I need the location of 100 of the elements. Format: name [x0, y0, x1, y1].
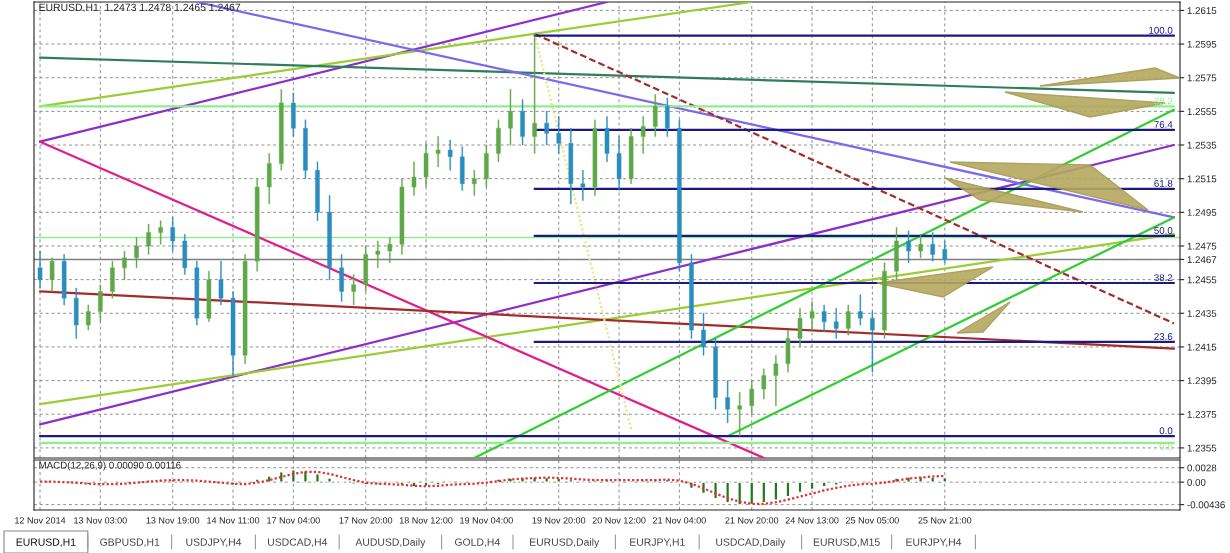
x-tick-label: 18 Nov 12:00 — [399, 517, 453, 524]
candlestick — [821, 304, 827, 333]
y-tick-label: 1.2495 — [1187, 209, 1217, 216]
candlestick — [665, 97, 670, 137]
candlestick — [496, 119, 501, 163]
text: EURJPY,H1 — [630, 538, 685, 548]
x-tick-label: 13 Nov 03:00 — [74, 517, 127, 524]
y-tick-label: 1.2467 — [1187, 256, 1217, 264]
x-tick-label: 25 Nov 05:00 — [845, 517, 899, 524]
text: EURJPY,H4 — [906, 538, 962, 548]
chart-title: MACD(12,26,9) 0.00090 0.00116 — [39, 461, 181, 471]
candlestick — [158, 220, 163, 245]
y-tick-label: 0.0028 — [1187, 464, 1217, 472]
series-label: 76.4 — [1154, 121, 1173, 128]
candlestick — [61, 254, 67, 306]
candlestick — [266, 153, 272, 205]
candlestick — [556, 116, 562, 154]
candlestick — [459, 146, 465, 191]
candlestick — [86, 304, 91, 331]
candlestick — [218, 260, 224, 306]
candlestick — [49, 257, 55, 292]
series-label: 23.6 — [1154, 333, 1173, 340]
candlestick — [472, 170, 477, 196]
candlestick — [580, 170, 586, 201]
candlestick — [628, 127, 634, 184]
bar — [314, 473, 320, 483]
candlestick — [544, 111, 549, 146]
candlestick — [797, 308, 803, 348]
y-tick-label: 1.2375 — [1187, 410, 1217, 418]
candlestick — [98, 284, 103, 322]
bar — [351, 481, 357, 485]
candlestick — [484, 144, 489, 188]
candlestick — [689, 254, 694, 339]
text: EURUSD,M15 — [813, 538, 880, 548]
text: USDJPY,H4 — [186, 538, 242, 548]
candlestick — [170, 217, 175, 252]
text: AUDUSD,Daily — [355, 538, 426, 548]
candlestick — [73, 287, 79, 339]
candlestick — [363, 245, 368, 292]
candlestick — [411, 161, 417, 196]
y-tick-label: 1.2455 — [1187, 276, 1217, 284]
candlestick — [785, 329, 791, 373]
candlestick — [508, 89, 513, 146]
candlestick — [146, 223, 151, 255]
bar — [737, 481, 743, 506]
candlestick — [520, 99, 525, 146]
y-tick-label: 1.2555 — [1187, 108, 1217, 115]
series-label: 50.0 — [1154, 227, 1173, 234]
candlestick — [134, 237, 139, 269]
candlestick — [447, 139, 453, 171]
candlestick — [930, 232, 935, 262]
candlestick — [713, 338, 718, 410]
candlestick — [339, 254, 344, 302]
candlestick — [242, 254, 248, 364]
candlestick — [809, 301, 815, 331]
y-tick-label: 1.2515 — [1187, 175, 1217, 183]
bar — [435, 481, 441, 486]
x-tick-label: 20 Nov 12:00 — [592, 517, 646, 524]
candlestick — [182, 234, 188, 275]
bar — [327, 477, 333, 483]
bar — [942, 476, 948, 483]
candlestick — [279, 89, 284, 171]
y-tick-label: 1.2535 — [1187, 141, 1217, 149]
candlestick — [435, 136, 441, 168]
candlestick — [568, 127, 574, 205]
y-tick-label: 1.2435 — [1187, 310, 1217, 317]
bar — [568, 478, 574, 483]
candlestick — [206, 271, 212, 322]
x-tick-label: 19 Nov 04:00 — [460, 517, 513, 524]
candlestick — [616, 136, 622, 191]
candlestick — [230, 291, 236, 376]
bar — [761, 481, 767, 504]
x-tick-label: 21 Nov 04:00 — [652, 517, 706, 524]
candlestick — [291, 92, 296, 137]
candlestick — [254, 178, 260, 272]
candlestick — [846, 304, 851, 336]
bar — [930, 476, 936, 483]
candlestick — [122, 250, 127, 280]
candlestick — [894, 227, 899, 280]
bar — [833, 481, 839, 486]
candlestick — [652, 94, 658, 137]
candlestick — [110, 260, 115, 299]
x-tick-label: 17 Nov 20:00 — [339, 517, 393, 524]
bar — [592, 479, 598, 483]
candlestick — [870, 311, 875, 373]
x-tick-label: 13 Nov 19:00 — [146, 517, 200, 524]
candlestick — [833, 308, 839, 339]
y-tick-label: 1.2615 — [1187, 7, 1217, 15]
x-tick-label: 25 Nov 21:00 — [918, 517, 972, 524]
candlestick — [882, 262, 887, 339]
bar — [773, 481, 779, 501]
text: USDCAD,H4 — [268, 538, 328, 548]
candlestick — [858, 294, 863, 326]
bar — [749, 481, 755, 506]
line-series — [38, 470, 946, 505]
y-tick-label: 1.2475 — [1187, 242, 1217, 250]
series-label: 38.2 — [1154, 274, 1173, 282]
series-label: 100.0 — [1149, 26, 1173, 34]
x-tick-label: 14 Nov 11:00 — [207, 517, 260, 524]
text: EURUSD,H1 — [16, 538, 76, 548]
